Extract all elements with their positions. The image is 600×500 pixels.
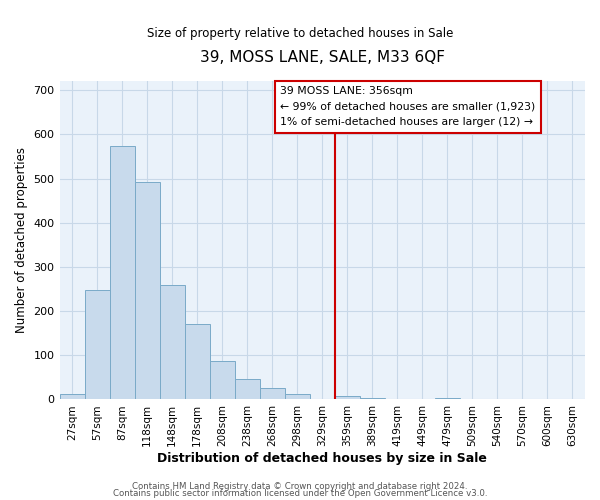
X-axis label: Distribution of detached houses by size in Sale: Distribution of detached houses by size … [157,452,487,465]
Bar [185,324,209,400]
Bar [335,396,360,400]
Bar [360,398,385,400]
Text: Contains public sector information licensed under the Open Government Licence v3: Contains public sector information licen… [113,490,487,498]
Bar [134,182,160,400]
Title: 39, MOSS LANE, SALE, M33 6QF: 39, MOSS LANE, SALE, M33 6QF [200,50,445,65]
Bar [160,284,185,400]
Bar [260,388,285,400]
Bar [285,394,310,400]
Bar [235,378,260,400]
Text: Contains HM Land Registry data © Crown copyright and database right 2024.: Contains HM Land Registry data © Crown c… [132,482,468,491]
Bar [435,398,460,400]
Bar [110,146,134,400]
Y-axis label: Number of detached properties: Number of detached properties [15,148,28,334]
Bar [59,394,85,400]
Text: Size of property relative to detached houses in Sale: Size of property relative to detached ho… [147,28,453,40]
Bar [209,360,235,400]
Bar [85,290,110,400]
Text: 39 MOSS LANE: 356sqm
← 99% of detached houses are smaller (1,923)
1% of semi-det: 39 MOSS LANE: 356sqm ← 99% of detached h… [280,86,535,128]
